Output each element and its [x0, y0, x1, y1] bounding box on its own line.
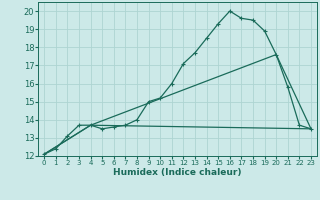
X-axis label: Humidex (Indice chaleur): Humidex (Indice chaleur) [113, 168, 242, 177]
